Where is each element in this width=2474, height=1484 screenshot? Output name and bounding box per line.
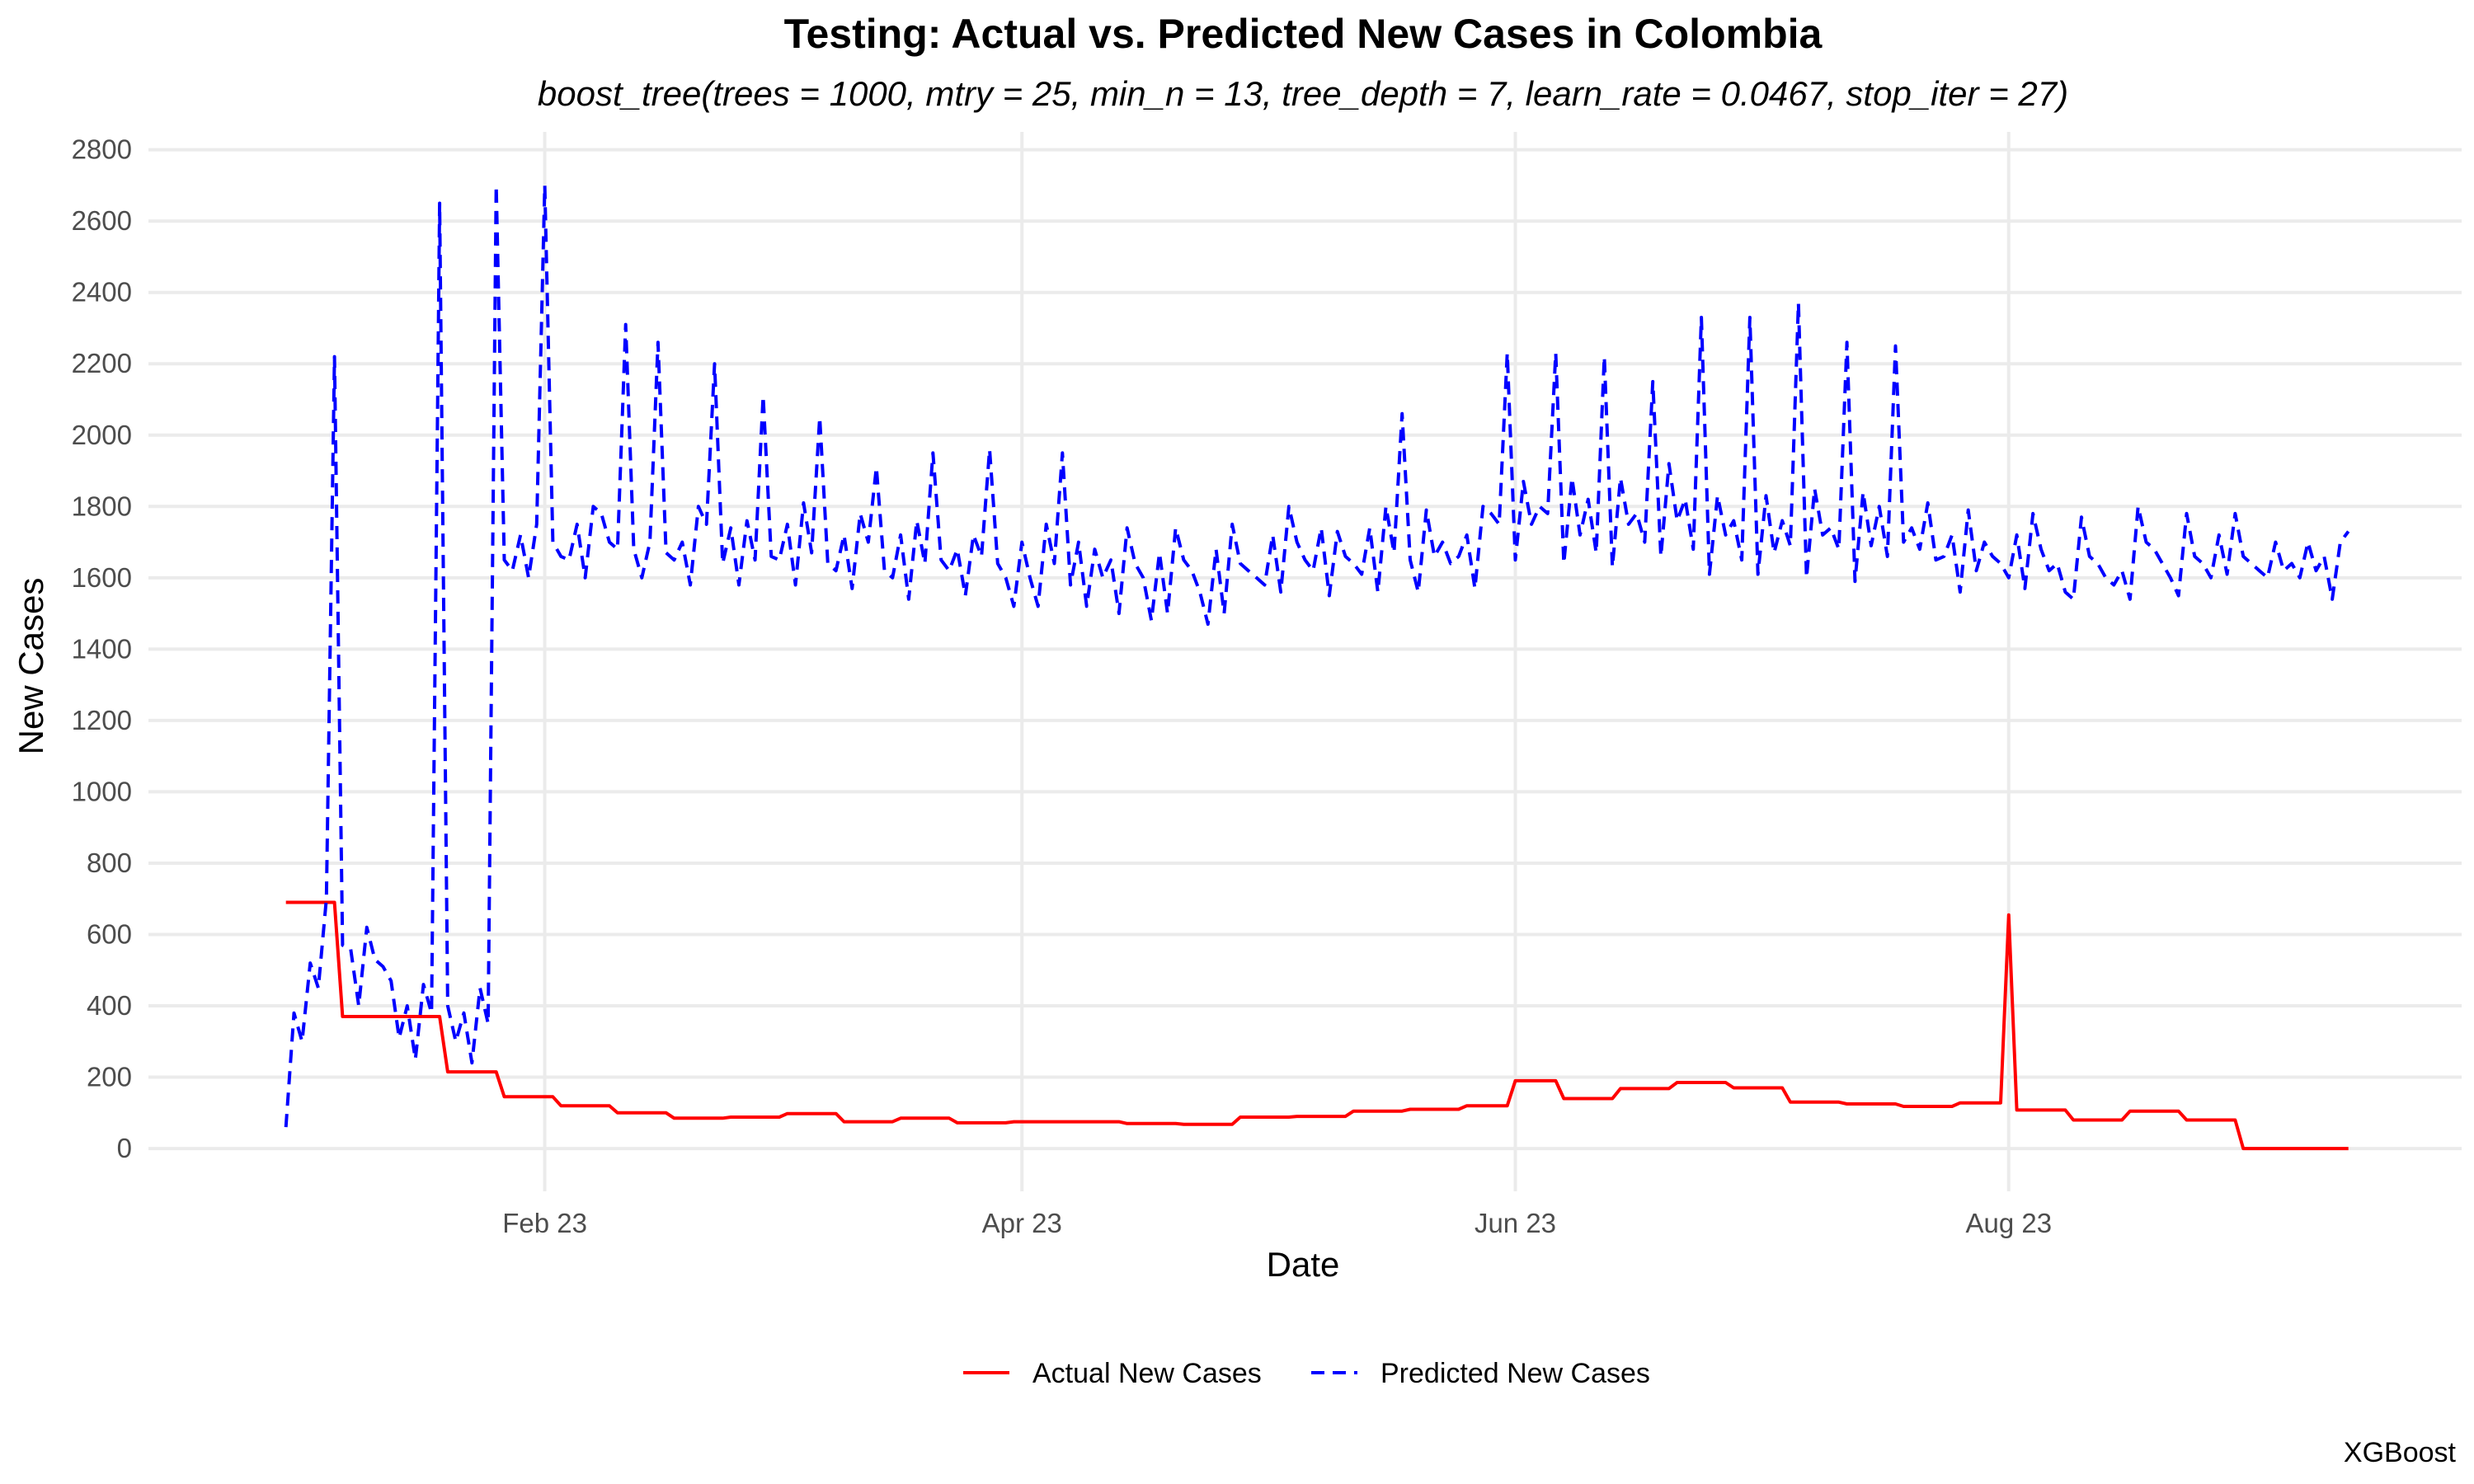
legend-label-actual: Actual New Cases: [1032, 1358, 1262, 1389]
y-tick-label: 0: [117, 1133, 132, 1163]
chart-subtitle: boost_tree(trees = 1000, mtry = 25, min_…: [538, 74, 2068, 113]
x-axis-title: Date: [1267, 1245, 1340, 1284]
y-tick-label: 1800: [72, 491, 132, 521]
y-tick-label: 1400: [72, 633, 132, 664]
y-tick-label: 600: [87, 918, 132, 949]
legend-label-predicted: Predicted New Cases: [1380, 1358, 1650, 1389]
x-tick-label: Jun 23: [1475, 1208, 1556, 1238]
y-axis-ticks: 0 200 400 600 800 1000 1200 1400 1600 1800 2000 220…: [72, 134, 132, 1163]
y-tick-label: 2000: [72, 420, 132, 450]
y-tick-label: 800: [87, 848, 132, 878]
y-axis-title: New Cases: [12, 578, 50, 755]
y-tick-label: 200: [87, 1062, 132, 1092]
chart-title: Testing: Actual vs. Predicted New Cases …: [784, 11, 1823, 57]
actual-cases-line: [285, 900, 2349, 1151]
x-tick-label: Aug 23: [1965, 1208, 2052, 1238]
y-tick-label: 2800: [72, 134, 132, 165]
x-tick-label: Feb 23: [502, 1208, 587, 1238]
caption: XGBoost: [2344, 1437, 2457, 1468]
series-lines: [284, 183, 2350, 1151]
x-axis-ticks: Feb 23 Apr 23 Jun 23 Aug 23: [502, 1208, 2052, 1238]
x-tick-label: Apr 23: [982, 1208, 1062, 1238]
y-tick-label: 1000: [72, 776, 132, 806]
y-tick-label: 400: [87, 990, 132, 1021]
y-tick-label: 1600: [72, 562, 132, 593]
y-tick-label: 1200: [72, 705, 132, 735]
predicted-cases-line: [284, 183, 2350, 1128]
y-tick-label: 2400: [72, 277, 132, 308]
y-tick-label: 2600: [72, 205, 132, 236]
grid-lines: [148, 132, 2462, 1191]
legend: Actual New Cases Predicted New Cases: [963, 1358, 1650, 1389]
y-tick-label: 2200: [72, 348, 132, 378]
